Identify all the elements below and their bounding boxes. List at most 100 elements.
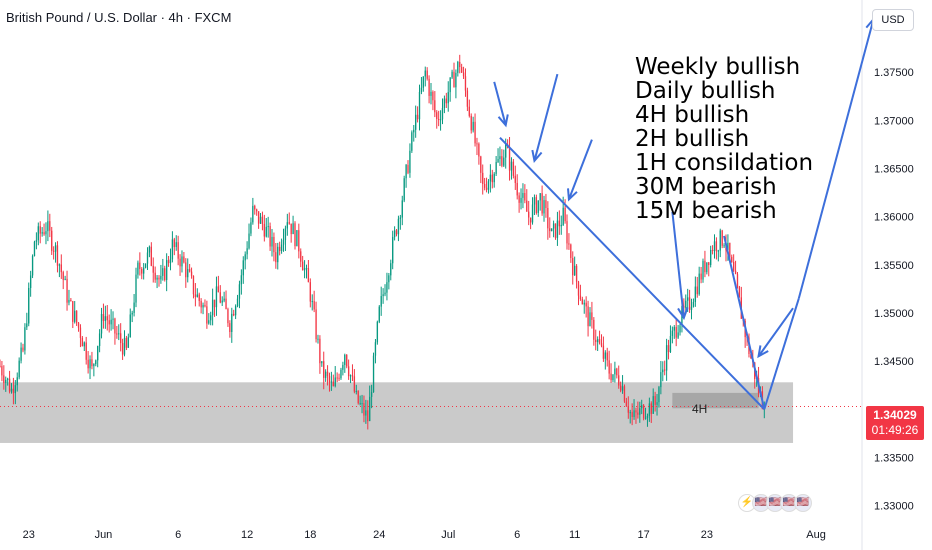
- candle-up: [223, 298, 225, 301]
- economic-events-icon[interactable]: ⚡ 🇺🇸 🇺🇸 🇺🇸 🇺🇸: [738, 494, 822, 514]
- candle-up: [497, 159, 499, 163]
- candle-down: [319, 338, 321, 364]
- candle-up: [265, 226, 267, 237]
- candle-up: [250, 222, 252, 234]
- candle-up: [248, 233, 250, 249]
- candle-down: [328, 376, 331, 383]
- candle-up: [692, 301, 695, 307]
- candle-up: [221, 300, 223, 303]
- candle-down: [545, 200, 547, 209]
- candle-down: [43, 232, 45, 235]
- candle-up: [160, 275, 162, 280]
- candle-up: [18, 360, 20, 378]
- candle-down: [75, 310, 78, 323]
- candle-up: [370, 392, 373, 397]
- candle-down: [183, 256, 185, 263]
- candle-down: [501, 156, 503, 166]
- candle-down: [453, 71, 455, 88]
- candle-up: [415, 114, 417, 130]
- candle-down: [635, 410, 637, 413]
- us-flag-icon[interactable]: 🇺🇸: [752, 494, 770, 512]
- candle-up: [118, 333, 120, 335]
- candle-up: [673, 327, 675, 331]
- candle-down: [190, 271, 193, 276]
- candle-up: [413, 129, 415, 133]
- candle-up: [175, 242, 177, 247]
- candle-up: [296, 230, 298, 247]
- candle-down: [426, 70, 428, 79]
- candle-up: [583, 302, 585, 305]
- candle-down: [593, 319, 595, 340]
- candle-up: [552, 223, 555, 229]
- candle-down: [568, 243, 570, 245]
- candle-up: [382, 294, 384, 297]
- candle-up: [208, 320, 210, 324]
- candle-down: [51, 230, 53, 251]
- candle-up: [376, 321, 379, 343]
- candle-down: [491, 174, 493, 183]
- x-tick-label: 6: [175, 529, 181, 541]
- candle-down: [470, 115, 472, 131]
- candle-up: [242, 260, 244, 276]
- candle-down: [227, 309, 229, 324]
- last-price: 1.34029: [873, 408, 917, 422]
- candle-down: [654, 396, 656, 405]
- candle-down: [464, 76, 467, 91]
- y-tick-label: 1.37000: [874, 115, 914, 127]
- y-tick-label: 1.35000: [874, 308, 914, 320]
- candle-up: [384, 292, 386, 295]
- candle-down: [436, 112, 438, 119]
- candle-down: [194, 294, 197, 297]
- candle-down: [407, 164, 409, 173]
- candle-up: [401, 200, 403, 218]
- candle-up: [399, 217, 402, 219]
- note-line: 30M bearish: [635, 174, 777, 200]
- annotation-arrow: [757, 307, 794, 357]
- candle-down: [541, 193, 543, 214]
- us-flag-icon[interactable]: 🇺🇸: [794, 494, 812, 512]
- candle-down: [81, 337, 84, 347]
- candle-down: [357, 390, 359, 404]
- candle-up: [531, 204, 534, 223]
- candle-down: [313, 301, 315, 310]
- candle-up: [472, 121, 474, 131]
- candle-down: [575, 265, 578, 282]
- trendline: [723, 235, 766, 410]
- candle-down: [1, 366, 3, 376]
- candle-down: [631, 412, 633, 417]
- candle-down: [618, 375, 620, 386]
- candle-up: [280, 244, 283, 251]
- y-tick-label: 1.37500: [874, 67, 914, 79]
- candle-up: [685, 300, 687, 308]
- currency-button[interactable]: USD: [872, 9, 914, 31]
- candle-down: [367, 410, 369, 422]
- candle-up: [31, 255, 34, 276]
- candle-up: [510, 161, 513, 171]
- candle-up: [390, 263, 392, 276]
- candle-up: [282, 240, 285, 245]
- candle-down: [474, 121, 476, 144]
- candle-up: [403, 178, 405, 201]
- annotation-arrow: [567, 139, 593, 200]
- candle-down: [729, 242, 731, 257]
- candle-down: [12, 388, 15, 394]
- candle-down: [667, 345, 670, 353]
- candle-up: [24, 327, 26, 351]
- candle-down: [581, 299, 583, 305]
- candle-down: [8, 378, 11, 392]
- candle-up: [503, 157, 505, 166]
- candle-up: [641, 405, 643, 409]
- candle-down: [587, 306, 589, 327]
- candle-down: [485, 187, 488, 190]
- candle-down: [233, 313, 235, 316]
- candle-up: [165, 260, 168, 281]
- candle-up: [286, 222, 289, 229]
- candle-down: [179, 258, 181, 267]
- candle-up: [58, 264, 61, 266]
- candle-down: [307, 268, 310, 283]
- candle-down: [627, 406, 629, 413]
- candle-down: [437, 118, 440, 120]
- candle-down: [353, 376, 356, 392]
